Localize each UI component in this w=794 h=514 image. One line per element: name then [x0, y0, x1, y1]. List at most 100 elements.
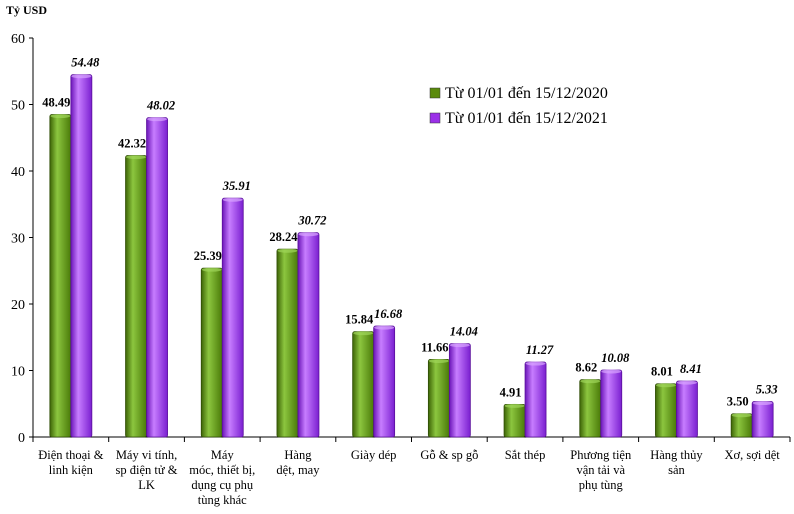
data-label-series-2: 16.68 — [374, 307, 403, 321]
bar-cap — [277, 248, 298, 253]
bar-series-1 — [503, 403, 526, 438]
bar-cap — [525, 361, 546, 366]
bar-series-1 — [579, 379, 602, 438]
category-label: Phương tiện vận tải và phụ tùng — [570, 448, 632, 492]
y-tick-label: 30 — [11, 232, 25, 247]
y-tick-label: 60 — [11, 32, 25, 47]
data-label-series-1: 4.91 — [500, 385, 522, 399]
bar-cap — [655, 383, 676, 388]
category-label-line: Điện thoại & — [38, 448, 104, 462]
category-label-line: Hàng — [284, 448, 312, 462]
data-label-series-1: 25.39 — [194, 249, 222, 263]
bar-cap — [298, 232, 319, 237]
y-tick-label: 0 — [18, 431, 25, 446]
category-label-line: sản — [668, 463, 685, 477]
bar-cap — [201, 267, 222, 272]
legend-swatch-series-2 — [429, 112, 441, 124]
bar-cap — [449, 343, 470, 348]
y-tick-label: 40 — [11, 165, 25, 180]
category-label-line: dệt, may — [276, 463, 320, 477]
y-axis-title: Tỷ USD — [6, 3, 47, 17]
category-label: Giày dép — [351, 448, 396, 462]
category-label-line: vận tải và — [576, 463, 625, 477]
bar-cap — [580, 379, 601, 384]
category-label-line: Gỗ & sp gỗ — [420, 448, 478, 462]
category-label: Điện thoại & linh kiện — [38, 448, 104, 477]
category-label-line: tùng khác — [198, 493, 247, 507]
data-label-series-1: 42.32 — [118, 137, 146, 151]
bar-cap — [374, 325, 395, 330]
y-tick-label: 50 — [11, 99, 25, 114]
category-label-line: Phương tiện — [570, 448, 632, 462]
legend-swatch-series-1 — [429, 87, 441, 99]
category-label-line: Máy vi tính, — [116, 448, 177, 462]
category-label: Máy móc, thiết bị, dụng cụ phụ tùng khác — [189, 448, 255, 507]
category-label: Máy vi tính, sp điện tử & LK — [116, 448, 178, 492]
bar-series-1 — [200, 267, 223, 438]
category-label-line: linh kiện — [49, 463, 94, 477]
y-tick-label: 10 — [11, 365, 25, 380]
data-label-series-2: 30.72 — [297, 214, 326, 228]
data-label-series-2: 10.08 — [601, 351, 630, 365]
bar-series-2 — [751, 401, 774, 438]
bar-series-1 — [276, 248, 299, 438]
data-label-series-1: 48.49 — [42, 96, 70, 110]
category-label-line: Hàng thủy — [650, 448, 703, 462]
data-label-series-1: 8.01 — [651, 365, 673, 379]
category-label-line: phụ tùng — [579, 478, 624, 492]
category-label: Hàng thủy sản — [650, 448, 703, 477]
bar-cap — [504, 403, 525, 408]
bar-cap — [353, 331, 374, 336]
bar-cap — [147, 117, 168, 122]
bar-cap — [428, 358, 449, 363]
bar-series-1 — [49, 114, 72, 438]
data-label-series-1: 28.24 — [269, 230, 298, 244]
category-label: Sắt thép — [505, 448, 546, 462]
category-label-line: Sắt thép — [505, 448, 546, 462]
data-label-series-2: 48.02 — [146, 99, 175, 113]
bar-cap — [676, 380, 697, 385]
legend-label-series-2: Từ 01/01 đến 15/12/2021 — [445, 110, 608, 127]
bar-series-1 — [427, 359, 450, 438]
bar-series-2 — [146, 117, 168, 438]
data-label-series-2: 14.04 — [450, 325, 478, 339]
bar-cap — [222, 197, 243, 202]
bar-series-2 — [524, 361, 547, 438]
bar-series-2 — [448, 343, 471, 438]
bar-cap — [126, 155, 147, 160]
bar-series-2 — [600, 369, 623, 438]
data-label-series-2: 8.41 — [680, 362, 702, 376]
bar-cap — [71, 74, 92, 79]
category-label-line: Giày dép — [351, 448, 396, 462]
category-label-line: LK — [138, 478, 155, 492]
bar-cap — [731, 413, 752, 418]
data-label-series-2: 35.91 — [222, 179, 251, 193]
bar-cap — [601, 369, 622, 374]
data-label-series-2: 11.27 — [526, 343, 554, 357]
bar-series-2 — [70, 74, 93, 438]
data-label-series-1: 3.50 — [727, 395, 749, 409]
bar-cap — [50, 114, 71, 119]
bar-series-2 — [221, 197, 244, 438]
bar-series-1 — [655, 383, 677, 438]
data-label-series-2: 5.33 — [756, 383, 778, 397]
category-label-line: Xơ, sợi dệt — [725, 448, 781, 462]
category-label: Hàng dệt, may — [276, 448, 320, 477]
category-label: Xơ, sợi dệt — [725, 448, 781, 462]
category-label-line: sp điện tử & — [116, 463, 178, 477]
data-label-series-1: 8.62 — [575, 361, 597, 375]
category-label-line: Máy — [211, 448, 235, 462]
category-label: Gỗ & sp gỗ — [420, 448, 478, 462]
data-label-series-2: 54.48 — [71, 56, 100, 70]
bar-series-1 — [352, 331, 375, 438]
bar-series-1 — [125, 155, 147, 438]
category-label-line: dụng cụ phụ — [191, 478, 254, 492]
data-label-series-1: 11.66 — [421, 340, 448, 354]
data-label-series-1: 15.84 — [345, 313, 374, 327]
bar-series-2 — [373, 325, 396, 438]
bar-series-2 — [676, 380, 698, 438]
bar-cap — [752, 401, 773, 406]
category-label-line: móc, thiết bị, — [189, 463, 255, 477]
bar-series-2 — [297, 232, 320, 438]
